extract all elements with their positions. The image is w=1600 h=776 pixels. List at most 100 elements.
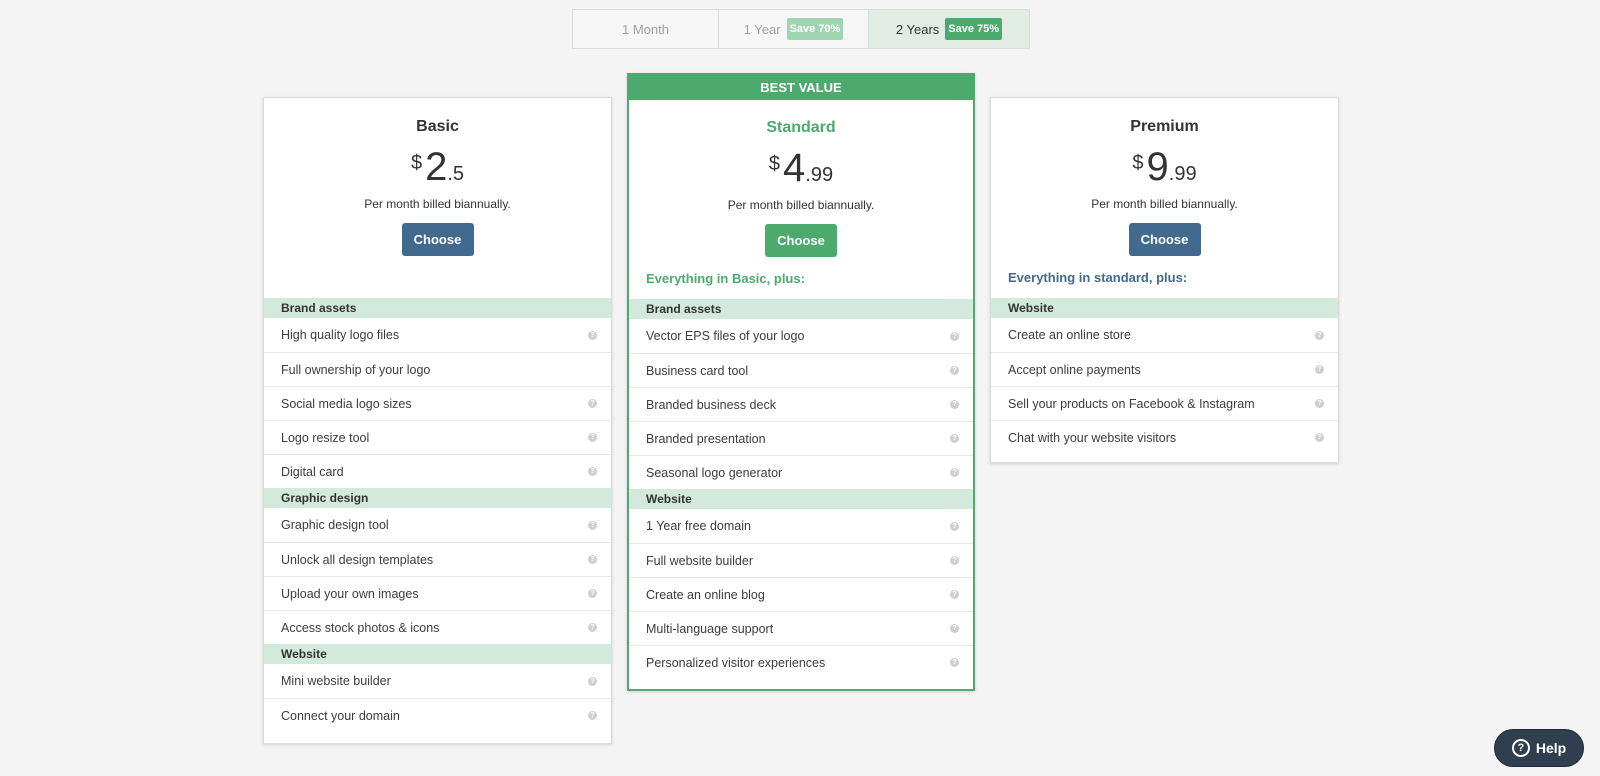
info-icon[interactable]: ? [950,521,959,531]
info-icon[interactable]: ? [1315,433,1324,442]
info-icon[interactable]: ? [950,556,959,565]
feature-section-header: Website [991,298,1338,318]
feature-row: Accept online payments? [991,352,1338,386]
feature-label: Graphic design tool [281,518,389,532]
feature-label: Full website builder [646,553,753,568]
best-value-banner: BEST VALUE [629,75,973,100]
feature-row: Social media logo sizes? [264,386,611,420]
feature-section-header: Graphic design [264,488,611,508]
feature-label: Branded presentation [646,431,766,446]
feature-list: Website Create an online store? Accept o… [991,298,1338,454]
feature-label: Branded business deck [646,397,776,412]
info-icon[interactable]: ? [1315,330,1324,340]
plus-heading: Everything in Basic, plus: [646,270,805,286]
feature-row: Business card tool? [629,353,973,387]
info-icon[interactable]: ? [588,433,597,442]
info-icon[interactable]: ? [588,676,597,686]
feature-label: Sell your products on Facebook & Instagr… [1008,396,1255,411]
feature-row: Upload your own images? [264,576,611,610]
feature-label: Social media logo sizes [281,396,412,411]
feature-list: Brand assets High quality logo files? Fu… [264,298,611,732]
info-icon[interactable]: ? [950,590,959,599]
feature-section-header: Website [264,644,611,664]
info-icon[interactable]: ? [588,589,597,598]
plan-price: $ 2 .5 [264,147,611,187]
info-icon[interactable]: ? [950,366,959,375]
feature-row: Digital card? [264,454,611,488]
feature-label: Accept online payments [1008,362,1141,377]
info-icon[interactable]: ? [1315,365,1324,374]
info-icon[interactable]: ? [1315,399,1324,408]
feature-label: Unlock all design templates [281,552,434,567]
feature-row: High quality logo files? [264,318,611,352]
info-icon[interactable]: ? [950,331,959,341]
feature-label: Multi-language support [646,621,774,636]
feature-row: Vector EPS files of your logo? [629,319,973,353]
feature-row: Chat with your website visitors? [991,420,1338,454]
plus-spacer [264,256,611,298]
feature-label: Digital card [281,464,344,479]
feature-label: Personalized visitor experiences [646,655,826,670]
help-label: Help [1535,740,1567,756]
price-decimal: .99 [1168,163,1197,185]
feature-label: High quality logo files [281,328,400,342]
billing-period-toggle: 1 Month 1 Year Save 70% 2 Years Save 75% [572,9,1030,49]
billing-option-2-years[interactable]: 2 Years Save 75% [868,10,1029,48]
plan-card-premium: Premium $ 9 .99 Per month billed biannua… [990,97,1339,463]
feature-label: Full ownership of your logo [281,362,431,377]
feature-row: Connect your domain? [264,698,611,732]
price-integer: 4 [783,146,806,190]
help-button[interactable]: ? Help [1494,729,1584,767]
feature-row: Create an online store? [991,318,1338,352]
info-icon[interactable]: ? [588,520,597,530]
billing-note: Per month billed biannually. [364,197,511,211]
info-icon[interactable]: ? [950,468,959,477]
info-icon[interactable]: ? [588,623,597,632]
choose-standard-button[interactable]: Choose [765,224,837,257]
info-icon[interactable]: ? [950,400,959,409]
plan-price: $ 4 .99 [629,148,973,188]
info-icon[interactable]: ? [588,399,597,408]
choose-premium-button[interactable]: Choose [1128,223,1201,256]
billing-option-label: 2 Years [895,21,940,37]
info-icon[interactable]: ? [950,658,959,667]
save-badge: Save 70% [786,18,844,40]
plan-name: Premium [1130,118,1199,135]
feature-list: Brand assets Vector EPS files of your lo… [629,299,973,679]
price-integer: 9 [1146,145,1169,189]
feature-row: Mini website builder? [264,664,611,698]
feature-label: Create an online blog [646,587,765,602]
feature-label: Vector EPS files of your logo [646,329,805,343]
feature-label: Mini website builder [281,674,391,688]
billing-note: Per month billed biannually. [1091,197,1238,211]
feature-row: 1 Year free domain? [629,509,973,543]
info-icon[interactable]: ? [588,467,597,476]
feature-section-header: Brand assets [629,299,973,319]
plan-card-basic: Basic $ 2 .5 Per month billed biannually… [263,97,612,744]
price-decimal: .99 [805,164,834,186]
feature-label: Upload your own images [281,586,419,601]
info-icon[interactable]: ? [588,330,597,340]
plan-card-standard: BEST VALUE Standard $ 4 .99 Per month bi… [627,73,975,691]
feature-label: Connect your domain [281,708,400,723]
feature-row: Graphic design tool? [264,508,611,542]
info-icon[interactable]: ? [588,555,597,564]
feature-section-header: Brand assets [264,298,611,318]
info-icon[interactable]: ? [950,624,959,633]
feature-row: Branded presentation? [629,421,973,455]
feature-row: Personalized visitor experiences? [629,645,973,679]
question-circle-icon: ? [1511,739,1530,757]
choose-basic-button[interactable]: Choose [401,223,474,256]
billing-option-1-month[interactable]: 1 Month [573,10,718,48]
billing-option-label: 1 Month [622,21,669,37]
feature-label: Business card tool [646,363,749,378]
info-icon[interactable]: ? [950,434,959,443]
info-icon[interactable]: ? [588,711,597,720]
feature-label: Seasonal logo generator [646,465,783,480]
save-badge: Save 75% [945,18,1003,40]
billing-option-label: 1 Year [743,21,781,37]
feature-row: Full website builder? [629,543,973,577]
feature-label: 1 Year free domain [646,519,751,533]
feature-row: Access stock photos & icons? [264,610,611,644]
billing-option-1-year[interactable]: 1 Year Save 70% [718,10,868,48]
